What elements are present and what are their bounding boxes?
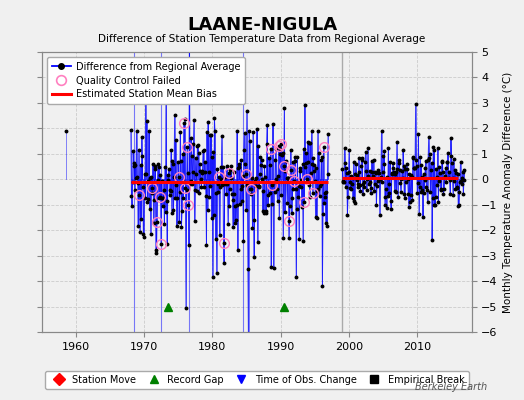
- Legend: Station Move, Record Gap, Time of Obs. Change, Empirical Break: Station Move, Record Gap, Time of Obs. C…: [45, 371, 468, 389]
- Text: Berkeley Earth: Berkeley Earth: [415, 382, 487, 392]
- Text: LAANE-NIGULA: LAANE-NIGULA: [187, 16, 337, 34]
- Y-axis label: Monthly Temperature Anomaly Difference (°C): Monthly Temperature Anomaly Difference (…: [504, 71, 514, 313]
- Text: Difference of Station Temperature Data from Regional Average: Difference of Station Temperature Data f…: [99, 34, 425, 44]
